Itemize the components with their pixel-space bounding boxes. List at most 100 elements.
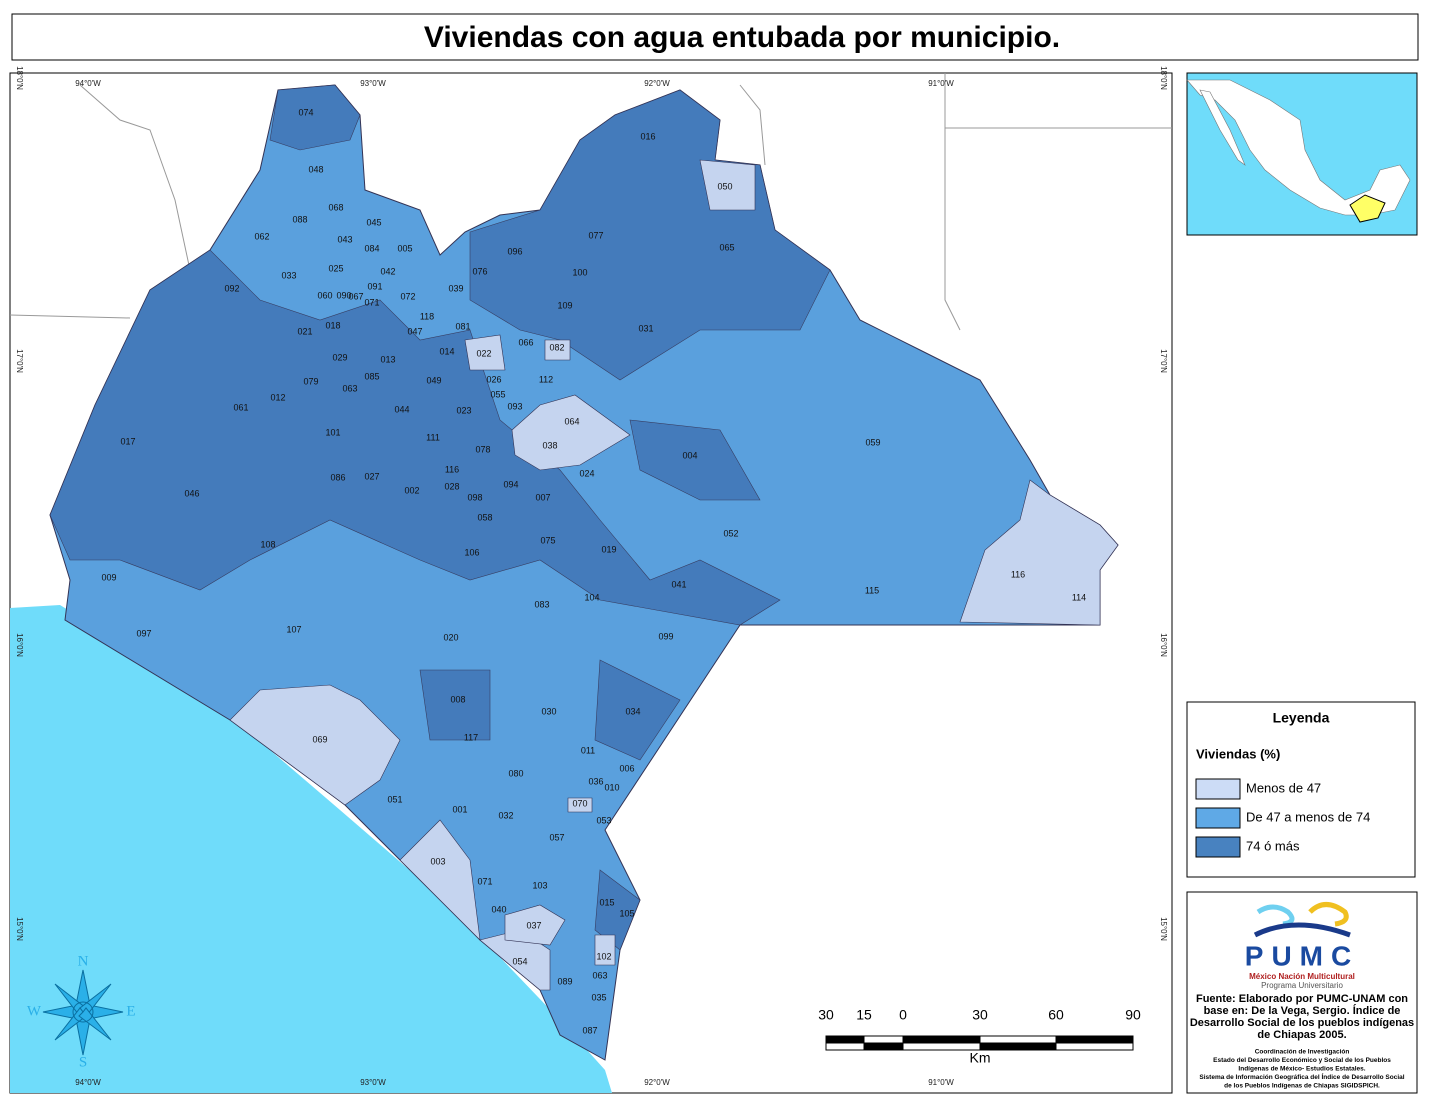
legend-title: Leyenda (1273, 710, 1330, 726)
municipality-label: 055 (490, 389, 505, 399)
lon-label: 93°0'W (360, 1078, 386, 1087)
municipality-label: 084 (364, 243, 379, 253)
municipality-label: 011 (581, 745, 595, 755)
municipality-label: 117 (464, 732, 478, 742)
municipality-label: 066 (518, 337, 533, 347)
municipality-label: 072 (400, 291, 415, 301)
source-line: base en: De la Vega, Sergio. Índice de (1204, 1004, 1401, 1017)
logo-program: Programa Universitario (1261, 981, 1343, 990)
municipality-label: 093 (507, 401, 522, 411)
scale-segment (1055, 1035, 1134, 1044)
municipality-label: 091 (367, 281, 382, 291)
municipality-label: 108 (260, 539, 275, 549)
municipality-label: 035 (591, 992, 606, 1002)
municipality-label: 041 (671, 579, 686, 589)
municipality-label: 059 (865, 437, 880, 447)
lat-label: 18°0'N (15, 66, 24, 90)
scale-segment (979, 1042, 1057, 1051)
scale-label: 30 (972, 1007, 988, 1023)
municipality-label: 013 (380, 354, 395, 364)
municipality-label: 079 (303, 376, 318, 386)
compass-letter: E (126, 1003, 135, 1019)
logo-text: PUMC (1245, 940, 1359, 971)
compass-letter: N (78, 953, 89, 969)
title-box (11, 13, 1419, 61)
municipality-label: 043 (337, 234, 352, 244)
scale-segment (863, 1035, 904, 1044)
compass (42, 969, 124, 1056)
scale-segment (863, 1042, 904, 1051)
municipality-label: 050 (717, 181, 732, 191)
municipality-label: 086 (330, 472, 345, 482)
municipality-label: 092 (224, 283, 239, 293)
municipality-label: 026 (486, 374, 501, 384)
compass-letter: S (79, 1054, 87, 1070)
municipality-label: 116 (1011, 569, 1025, 579)
neighbors (9, 73, 1172, 331)
municipality-label: 069 (312, 734, 327, 744)
municipality-label: 062 (254, 231, 269, 241)
municipality-label: 076 (472, 266, 487, 276)
municipality-label: 057 (549, 832, 564, 842)
scale-segment (902, 1042, 981, 1051)
municipality-label: 074 (298, 107, 313, 117)
legend-subtitle: Viviendas (%) (1196, 746, 1280, 761)
municipality-label: 081 (455, 321, 470, 331)
municipality-label: 015 (599, 897, 614, 907)
note-line: Estado del Desarrollo Económico y Social… (1213, 1057, 1391, 1064)
legend-label: De 47 a menos de 74 (1246, 809, 1370, 824)
municipality-label: 019 (601, 544, 616, 554)
scale-label: 90 (1125, 1007, 1141, 1023)
lon-label: 93°0'W (360, 79, 386, 88)
municipality-label: 078 (475, 444, 490, 454)
municipality-label: 067 (348, 291, 363, 301)
municipality-label: 044 (394, 404, 409, 414)
municipality-label: 053 (596, 815, 611, 825)
municipality-label: 031 (638, 323, 653, 333)
municipality-label: 082 (549, 342, 564, 352)
legend-swatch (1195, 807, 1241, 829)
municipality-label: 025 (328, 263, 343, 273)
municipality-label: 007 (535, 492, 550, 502)
municipality-label: 097 (136, 628, 151, 638)
scale-segment (902, 1035, 981, 1044)
municipality-label: 008 (450, 694, 465, 704)
municipality-label: 063 (342, 383, 357, 393)
municipality-label: 111 (426, 432, 440, 442)
municipality-label: 071 (477, 876, 492, 886)
dark-regions (49, 84, 831, 951)
scale-segment (825, 1042, 865, 1051)
source-line: de Chiapas 2005. (1257, 1029, 1346, 1041)
municipality-label: 083 (534, 599, 549, 609)
municipality-label: 017 (120, 436, 135, 446)
municipality-label: 104 (584, 592, 599, 602)
lon-label: 91°0'W (928, 1078, 954, 1087)
municipality-label: 036 (588, 776, 603, 786)
municipality-label: 101 (325, 427, 340, 437)
municipality-label: 068 (328, 202, 343, 212)
pumc-logo (1253, 902, 1351, 938)
municipality-label: 010 (604, 782, 619, 792)
municipality-label: 063 (592, 970, 607, 980)
municipality-label: 075 (540, 535, 555, 545)
note-line: Indígenas de México- Estudios Estatales. (1238, 1066, 1365, 1073)
legend-swatch (1195, 836, 1241, 858)
lon-label: 91°0'W (928, 79, 954, 88)
municipality-label: 006 (619, 763, 634, 773)
municipality-label: 114 (1072, 592, 1086, 602)
inset-mexico (1186, 79, 1411, 216)
municipality-label: 009 (101, 572, 116, 582)
scale-label: 0 (899, 1007, 907, 1023)
municipality-label: 032 (498, 810, 513, 820)
light-regions (229, 159, 1119, 991)
municipality-label: 027 (364, 471, 379, 481)
municipality-label: 077 (588, 230, 603, 240)
lon-label: 92°0'W (644, 1078, 670, 1087)
municipality-label: 046 (184, 488, 199, 498)
municipality-label: 029 (332, 352, 347, 362)
municipality-label: 039 (448, 283, 463, 293)
legend-swatch (1195, 778, 1241, 800)
ocean (10, 605, 612, 1093)
scale-segment (825, 1035, 865, 1044)
municipality-label: 071 (364, 297, 379, 307)
